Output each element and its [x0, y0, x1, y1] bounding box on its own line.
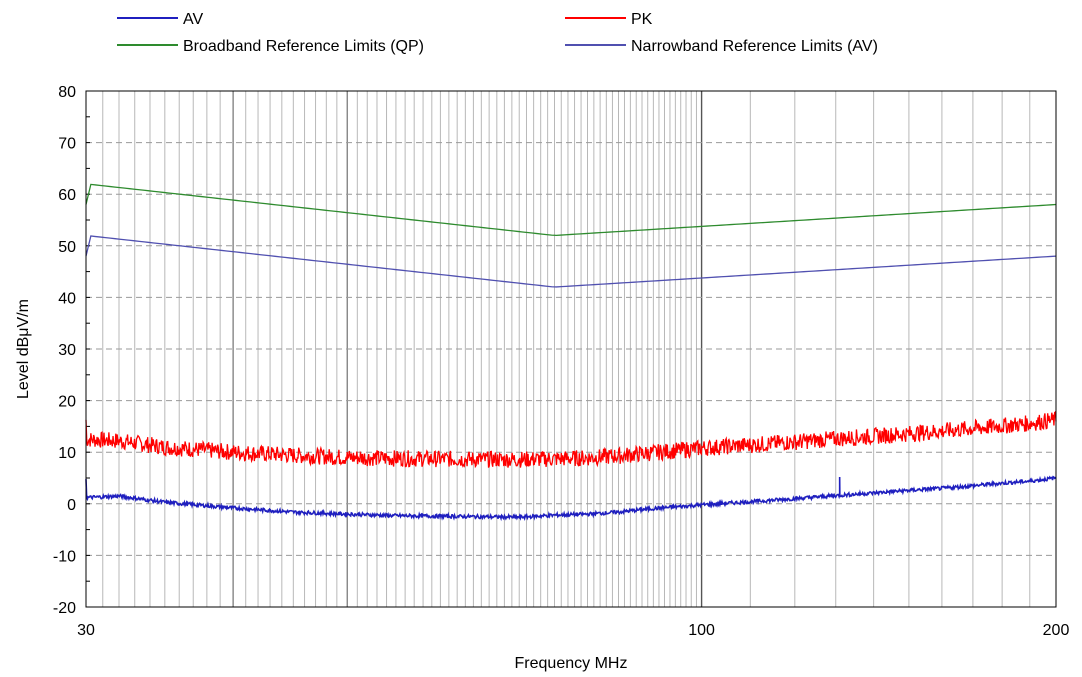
y-tick-label: 50: [58, 239, 76, 256]
x-tick-label: 100: [688, 622, 715, 639]
legend-label-pk: PK: [631, 11, 653, 28]
y-tick-label: -20: [53, 600, 76, 617]
tick-labels: -20 -10 0 10 20 30 40 50 60 70 80 30 100 200: [53, 84, 1070, 639]
y-tick-label: 30: [58, 342, 76, 359]
x-tick-label: 30: [77, 622, 95, 639]
legend-label-qp: Broadband Reference Limits (QP): [183, 38, 424, 55]
y-tick-label: 60: [58, 187, 76, 204]
series-av: [85, 475, 1057, 522]
series-layer: [85, 183, 1057, 522]
x-axis-title: Frequency MHz: [515, 655, 628, 672]
plot-frame: [85, 90, 1057, 608]
series-av-limit: [85, 235, 1057, 288]
series-pk: [85, 410, 1057, 469]
y-tick-label: 70: [58, 136, 76, 153]
y-tick-label: 10: [58, 445, 76, 462]
legend: AV PK Broadband Reference Limits (QP) Na…: [117, 11, 878, 55]
y-tick-label: 40: [58, 290, 76, 307]
y-tick-label: 0: [67, 497, 76, 514]
legend-label-nb: Narrowband Reference Limits (AV): [631, 38, 878, 55]
series-qp-limit: [85, 183, 1057, 237]
x-tick-label: 200: [1043, 622, 1070, 639]
grid: [86, 90, 1056, 608]
y-tick-label: 20: [58, 394, 76, 411]
legend-label-av: AV: [183, 11, 203, 28]
y-tick-label: -10: [53, 548, 76, 565]
y-tick-label: 80: [58, 84, 76, 101]
y-axis-title: Level dBμV/m: [15, 299, 32, 399]
